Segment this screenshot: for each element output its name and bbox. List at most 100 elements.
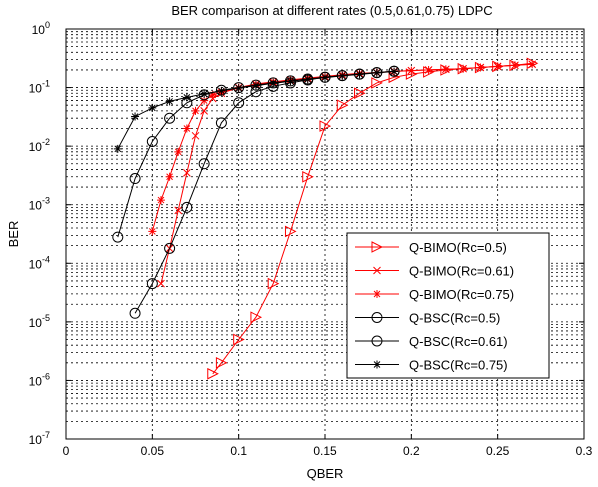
data-point <box>183 168 191 177</box>
data-point <box>371 77 383 89</box>
data-point <box>251 81 260 90</box>
data-point <box>336 99 349 112</box>
data-point <box>510 61 519 70</box>
x-tick-label: 0 <box>63 444 70 458</box>
data-point <box>191 131 200 140</box>
data-point <box>156 196 165 205</box>
data-point <box>234 84 243 93</box>
data-point <box>441 65 450 74</box>
data-point <box>476 63 485 72</box>
data-point <box>165 97 174 106</box>
legend-marker <box>373 290 381 298</box>
data-point <box>215 117 227 129</box>
data-point <box>302 170 314 183</box>
data-point <box>148 103 157 112</box>
data-point <box>233 97 245 109</box>
y-axis-label: BER <box>6 221 21 248</box>
data-point <box>208 90 217 99</box>
series-6 <box>113 67 399 153</box>
x-tick-label: 0.15 <box>313 444 337 458</box>
data-point <box>233 333 245 346</box>
y-tick-label: 10-1 <box>29 79 50 96</box>
data-point <box>157 279 165 288</box>
data-point <box>338 71 347 80</box>
legend-entry: Q-BSC(Rc=0.75) <box>355 358 508 373</box>
data-point <box>321 73 329 82</box>
data-point <box>407 66 416 75</box>
legend-entry: Q-BSC(Rc=0.5) <box>355 311 500 326</box>
data-point <box>269 79 278 88</box>
legend-label: Q-BSC(Rc=0.5) <box>409 311 500 326</box>
series-layer <box>112 57 539 380</box>
legend-marker <box>371 335 383 347</box>
x-tick-label: 0.05 <box>141 444 165 458</box>
data-point <box>164 112 176 124</box>
data-point <box>165 172 174 181</box>
data-point <box>390 67 399 76</box>
data-point <box>182 124 191 133</box>
legend-entry: Q-BIMO(Rc=0.75) <box>355 287 514 302</box>
data-point <box>286 77 295 86</box>
data-point <box>372 68 381 77</box>
data-point <box>200 89 209 98</box>
legend-label: Q-BSC(Rc=0.75) <box>409 358 508 373</box>
data-point <box>250 311 263 324</box>
y-tick-label: 10-7 <box>29 430 50 447</box>
y-tick-label: 10-5 <box>29 313 50 330</box>
x-tick-label: 0.2 <box>403 444 420 458</box>
data-point <box>129 173 141 185</box>
data-point <box>207 367 219 380</box>
data-point <box>217 86 226 95</box>
data-point <box>131 112 140 121</box>
data-point <box>200 96 209 105</box>
legend-box <box>346 232 550 379</box>
y-tick-label: 10-3 <box>29 196 50 213</box>
data-point <box>267 277 280 290</box>
data-point <box>424 65 433 74</box>
data-point <box>200 107 208 115</box>
legend-label: Q-BIMO(Rc=0.75) <box>409 287 514 302</box>
data-point <box>146 278 158 290</box>
y-tick-label: 10-2 <box>29 137 50 154</box>
x-tick-label: 0.3 <box>576 444 593 458</box>
data-point <box>164 242 176 254</box>
data-point <box>113 144 122 153</box>
data-point <box>148 227 157 236</box>
legend-label: Q-BSC(Rc=0.61) <box>409 334 508 349</box>
legend: Q-BIMO(Rc=0.5) Q-BIMO(Rc=0.61) Q-BIMO(Rc=0… <box>346 232 550 379</box>
x-axis-label: QBER <box>307 466 344 481</box>
legend-entry: Q-BIMO(Rc=0.61) <box>355 264 514 279</box>
data-point <box>355 70 364 79</box>
data-point <box>181 201 193 213</box>
data-point <box>129 307 141 319</box>
data-point <box>174 147 183 156</box>
y-tick-label: 10-4 <box>29 254 50 271</box>
data-point <box>182 93 191 102</box>
data-point <box>198 158 210 170</box>
legend-entry: Q-BSC(Rc=0.61) <box>355 334 508 349</box>
legend-label: Q-BIMO(Rc=0.5) <box>409 240 507 255</box>
data-point <box>174 206 183 215</box>
legend-marker <box>371 241 384 253</box>
data-point <box>284 225 297 238</box>
data-point <box>319 120 332 132</box>
data-point <box>215 356 228 369</box>
data-point <box>146 136 158 148</box>
y-tick-label: 100 <box>32 20 50 37</box>
data-point <box>303 75 312 84</box>
data-point <box>191 106 200 115</box>
legend-marker <box>373 360 381 369</box>
data-point <box>528 60 537 69</box>
data-point <box>112 231 124 243</box>
legend-entry: Q-BIMO(Rc=0.5) <box>355 240 507 255</box>
legend-marker <box>371 312 383 323</box>
x-tick-label: 0.25 <box>486 444 510 458</box>
legend-label: Q-BIMO(Rc=0.61) <box>409 264 514 279</box>
plot-border <box>65 28 585 440</box>
data-point <box>493 62 502 71</box>
data-point <box>388 65 400 77</box>
data-point <box>459 64 468 73</box>
legend-marker <box>373 266 381 275</box>
y-tick-label: 10-6 <box>29 371 50 388</box>
